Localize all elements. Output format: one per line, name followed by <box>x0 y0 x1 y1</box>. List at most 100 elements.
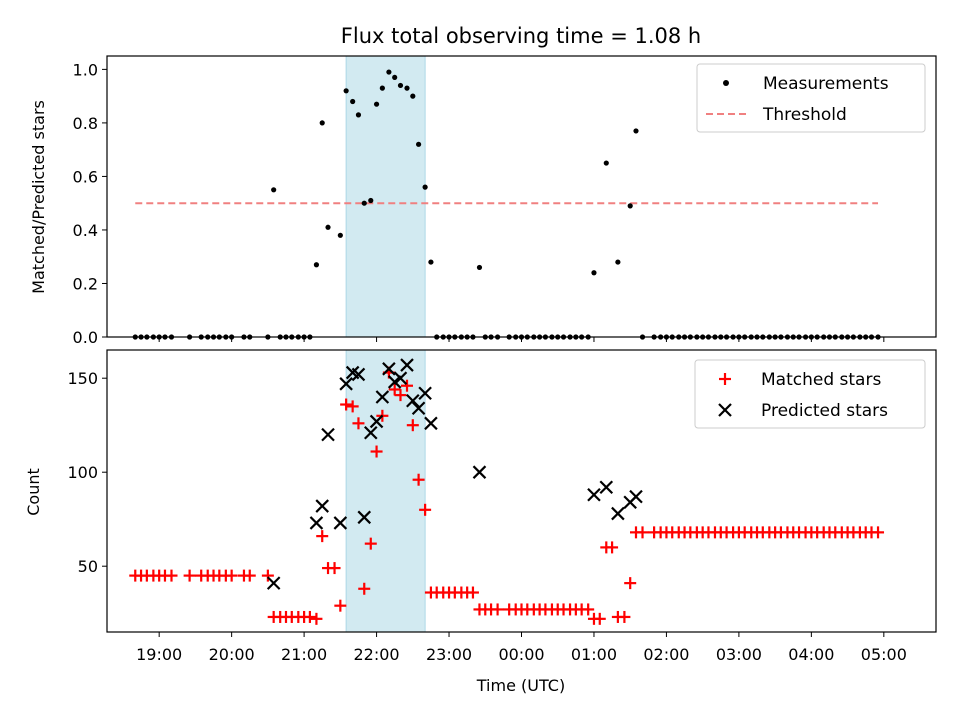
matched-star-point <box>636 526 649 539</box>
measurement-point <box>337 232 343 238</box>
chart-title: Flux total observing time = 1.08 h <box>341 24 701 48</box>
predicted-star-point <box>315 499 329 513</box>
matched-star-point <box>334 599 347 612</box>
matched-star-point <box>401 379 414 392</box>
top-legend-frame <box>696 63 926 133</box>
bottom-legend: Matched stars Predicted stars <box>694 359 926 429</box>
predicted-star-point <box>406 393 420 408</box>
top-axes-frame <box>106 55 937 338</box>
matched-star-point <box>352 417 365 430</box>
predicted-star-point <box>387 375 402 389</box>
measurement-point <box>615 259 621 265</box>
predicted-star-point <box>472 465 487 479</box>
bottom-panel: 50 100 150 19:00 20:00 21:00 22:00 23:00 00:00 0… <box>24 349 937 695</box>
legend-matched-marker <box>719 373 731 385</box>
matched-star-point <box>593 612 606 625</box>
predicted-star-point <box>363 425 378 440</box>
matched-star-point <box>618 610 631 623</box>
bottom-xtick-label: 21:00 <box>281 645 327 664</box>
top-ytick-label: 1.0 <box>73 60 98 79</box>
predicted-star-point <box>411 401 426 416</box>
legend-measurements-marker <box>723 80 729 86</box>
measurement-point <box>350 98 356 105</box>
measurement-point <box>355 112 362 118</box>
bottom-xtick-label: 00:00 <box>498 645 544 664</box>
top-panel: 0.0 0.2 0.4 0.6 0.8 1.0 Matched/Predicted sta… <box>29 55 937 347</box>
measurement-point <box>404 85 410 91</box>
bottom-ytick-label: 150 <box>67 369 98 388</box>
matched-star-point <box>412 473 425 486</box>
predicted-star-point <box>418 386 432 401</box>
bottom-y-axis-label: Count <box>24 468 43 516</box>
matched-star-point <box>491 603 504 616</box>
top-y-axis-label: Matched/Predicted stars <box>29 100 48 294</box>
predicted-star-point <box>357 510 372 525</box>
top-ytick-label: 0.2 <box>73 274 98 293</box>
predicted-star-point <box>400 358 414 372</box>
predicted-star-point <box>333 516 348 530</box>
measurement-point <box>410 93 416 99</box>
bottom-x-axis-label: Time (UTC) <box>476 676 565 695</box>
predicted-star-point <box>587 487 601 502</box>
matched-star-point <box>388 383 401 396</box>
predicted-star-point <box>351 367 366 382</box>
measurement-point <box>392 74 398 81</box>
bottom-legend-frame <box>694 359 926 429</box>
measurement-point <box>379 85 385 91</box>
matched-star-point <box>261 569 274 582</box>
measurement-point <box>313 262 320 268</box>
bottom-ytick-label: 100 <box>67 463 98 482</box>
predicted-star-point <box>611 506 625 521</box>
predicted-star-point <box>393 371 408 385</box>
matched-star-point <box>316 530 329 543</box>
measurement-point <box>627 203 633 209</box>
predicted-star-point <box>375 390 390 404</box>
bottom-xtick-label: 02:00 <box>643 645 689 664</box>
legend-measurements-label: Measurements <box>763 74 889 94</box>
measurement-point <box>319 120 325 126</box>
legend-predicted-label: Predicted stars <box>761 401 888 421</box>
bottom-xtick-label: 22:00 <box>354 645 400 664</box>
measurement-point <box>343 88 349 94</box>
matched-star-point <box>466 586 479 599</box>
predicted-star-point <box>629 489 643 504</box>
matched-star-point <box>183 569 196 582</box>
bottom-ytick-label: 50 <box>78 557 98 576</box>
matched-star-point <box>346 400 359 413</box>
matched-star-point <box>340 398 353 411</box>
measurement-point <box>368 197 374 204</box>
measurement-point <box>373 101 380 107</box>
measurement-point <box>476 264 483 271</box>
measurement-point <box>603 160 609 166</box>
bottom-xtick-label: 19:00 <box>136 645 182 664</box>
predicted-star-point <box>339 377 353 391</box>
legend-matched-label: Matched stars <box>761 370 881 390</box>
legend-threshold-label: Threshold <box>762 105 847 125</box>
matched-star-point <box>310 612 323 625</box>
measurement-point <box>422 184 428 190</box>
matched-star-point <box>328 562 341 575</box>
matched-star-point <box>872 526 885 539</box>
bottom-xtick-label: 01:00 <box>571 645 617 664</box>
top-ytick-label: 0.8 <box>73 114 98 133</box>
measurement-point <box>633 128 639 134</box>
top-ytick-label: 0.6 <box>73 167 98 186</box>
legend-predicted-marker <box>718 403 732 417</box>
predicted-star-point <box>599 480 614 495</box>
bottom-xtick-label: 23:00 <box>426 645 472 664</box>
measurement-point <box>591 270 597 276</box>
predicted-star-point <box>266 576 281 590</box>
matched-star-point <box>364 537 377 550</box>
highlight-span <box>345 55 426 338</box>
bottom-axes-frame <box>106 349 937 633</box>
measurement-point <box>428 259 434 265</box>
measurement-point <box>397 82 404 89</box>
bottom-xtick-label: 03:00 <box>716 645 762 664</box>
matched-star-point <box>394 389 407 402</box>
matched-star-point <box>624 577 637 590</box>
matched-star-point <box>358 582 371 595</box>
top-ytick-label: 0.0 <box>73 328 98 347</box>
measurement-point <box>386 69 392 75</box>
matched-star-point <box>303 610 316 623</box>
matched-star-point <box>419 503 432 516</box>
